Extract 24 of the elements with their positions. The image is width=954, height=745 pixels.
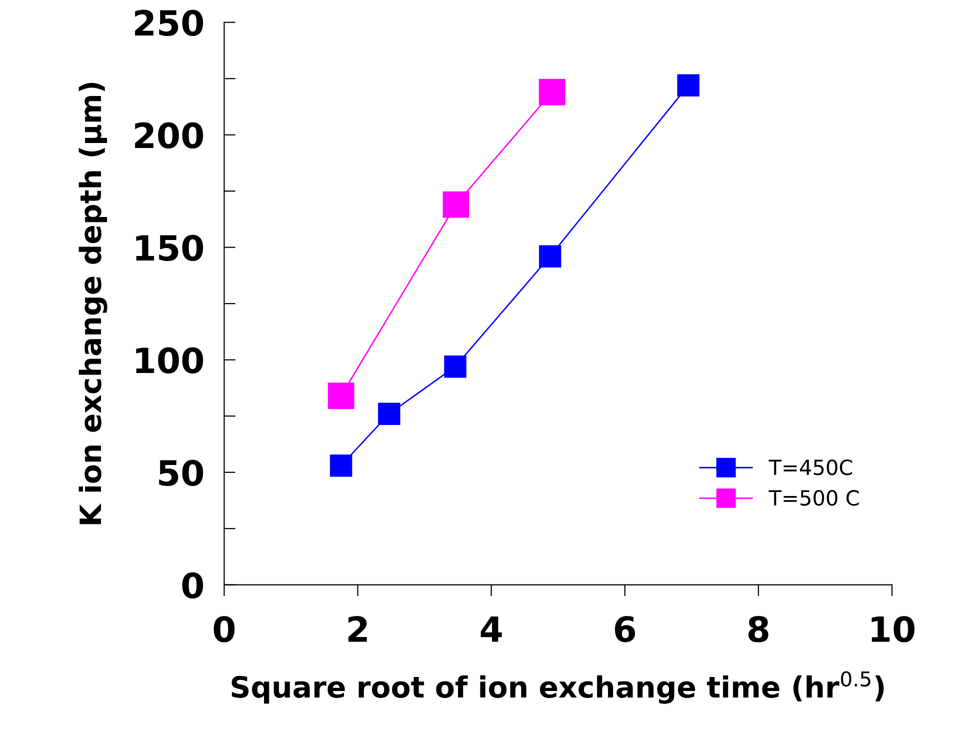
point bbox=[538, 245, 562, 268]
x-tick-label: 2 bbox=[348, 616, 367, 642]
point bbox=[330, 454, 352, 477]
x-tick-label: 4 bbox=[480, 616, 502, 642]
point bbox=[328, 382, 354, 410]
x-axis-title: Square root of ion exchange time (hr$^{0.5}$) bbox=[232, 671, 884, 704]
y-tick-label: 100 bbox=[136, 347, 204, 374]
y-tick-label: 50 bbox=[159, 460, 204, 486]
y-tick-label: 0 bbox=[182, 572, 204, 599]
point bbox=[677, 74, 700, 96]
point bbox=[538, 78, 566, 106]
y-tick-label: 250 bbox=[135, 10, 204, 36]
y-tick-label: 200 bbox=[135, 122, 204, 149]
y-axis-title: K ion exchange depth (µm) bbox=[78, 82, 108, 524]
legend-label: T=450C bbox=[768, 459, 852, 476]
point bbox=[378, 402, 400, 425]
x-tick-label: 10 bbox=[872, 616, 914, 642]
y-tick-label: 150 bbox=[136, 234, 204, 262]
x-tick-label: 8 bbox=[748, 616, 768, 642]
legend-label: T=500 C bbox=[768, 490, 859, 506]
x-tick-label: 0 bbox=[214, 616, 235, 642]
point bbox=[442, 191, 470, 218]
point bbox=[444, 355, 466, 378]
x-tick-label: 6 bbox=[614, 616, 636, 642]
